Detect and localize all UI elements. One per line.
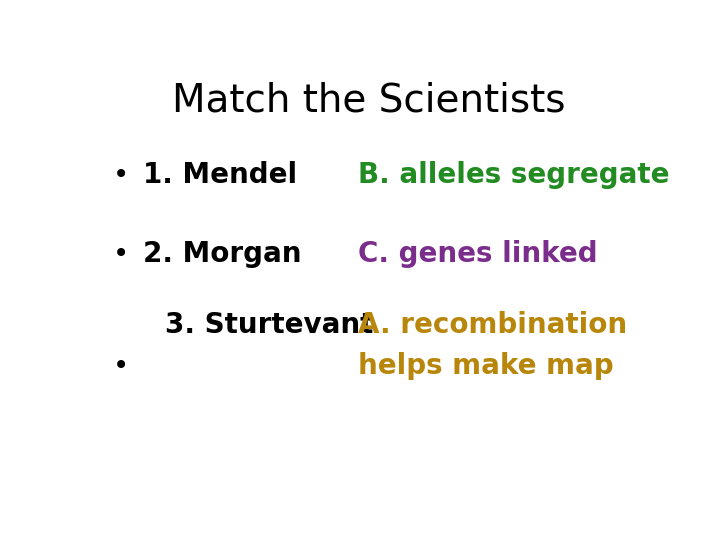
Text: 1. Mendel: 1. Mendel [143,161,297,189]
Text: helps make map: helps make map [358,352,613,380]
Text: B. alleles segregate: B. alleles segregate [358,161,670,189]
Text: •: • [112,161,129,189]
Text: •: • [112,352,129,380]
Text: 2. Morgan: 2. Morgan [143,240,302,268]
Text: A. recombination: A. recombination [358,310,627,339]
Text: Match the Scientists: Match the Scientists [172,81,566,119]
Text: 3. Sturtevant: 3. Sturtevant [166,310,374,339]
Text: •: • [112,240,129,268]
Text: C. genes linked: C. genes linked [358,240,598,268]
